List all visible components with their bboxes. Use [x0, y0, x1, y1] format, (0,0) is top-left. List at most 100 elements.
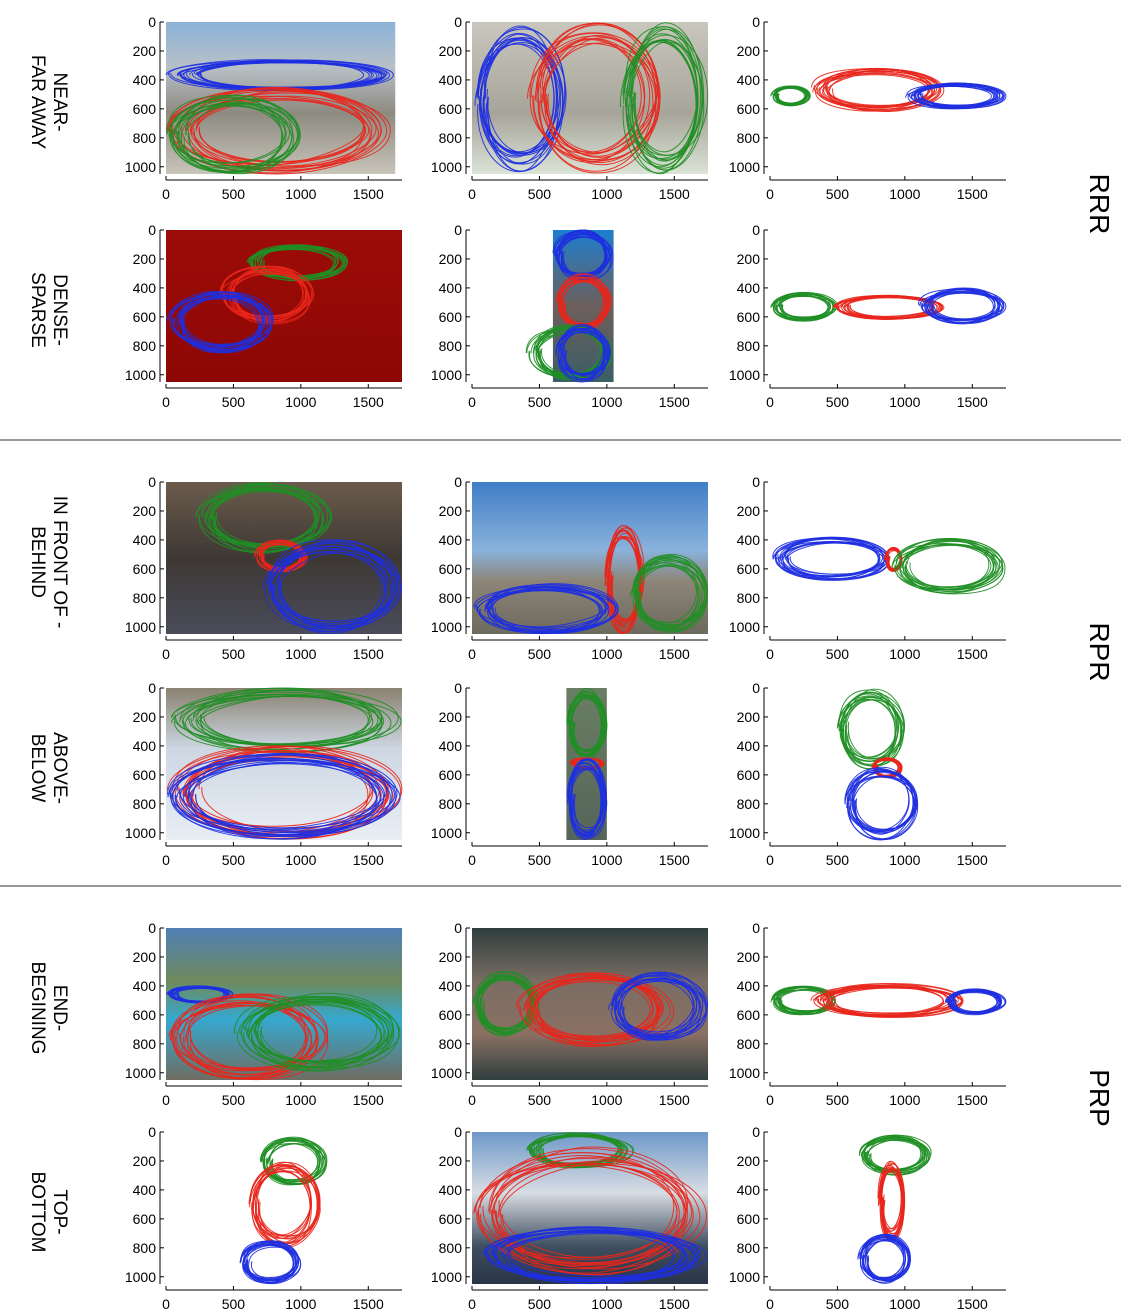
trace-path: [488, 1148, 689, 1275]
trace-path: [184, 102, 301, 168]
trace-path: [482, 38, 559, 172]
panel-r3-c3: 0 200 400 600 800 1000 0 500 1000 1500: [729, 474, 1006, 662]
x-tick-label: 1000: [889, 394, 920, 410]
trace-path: [275, 545, 386, 634]
x-tick-label: 0: [468, 394, 476, 410]
y-tick-label: 800: [737, 130, 761, 146]
trace-path: [636, 565, 701, 627]
trace-group-blue: [917, 287, 1007, 325]
axes: 0 200 400 600 800 1000 0 500 1000 1500: [125, 1124, 402, 1311]
y-tick-label: 0: [454, 1124, 462, 1140]
y-tick-label: 800: [439, 130, 463, 146]
panel-r2-c1: 0 200 400 600 800 1000 0 500 1000 1500: [125, 222, 402, 410]
trace-path: [248, 1003, 383, 1071]
axes: 0 200 400 600 800 1000 0 500 1000 1500: [729, 1124, 1006, 1311]
trace-path: [213, 483, 320, 545]
y-tick-label: 400: [737, 1182, 761, 1198]
y-tick-label: 800: [439, 590, 463, 606]
y-tick-label: 1000: [729, 367, 760, 383]
trace-path: [232, 270, 305, 320]
trace-path: [169, 1001, 307, 1079]
trace-path: [483, 28, 566, 154]
trace-group-green: [770, 85, 811, 107]
y-tick-label: 200: [439, 949, 463, 965]
x-tick-label: 0: [766, 186, 774, 202]
x-tick-label: 1000: [591, 852, 622, 868]
x-tick-label: 1500: [957, 646, 988, 662]
panel-r4-c3: 0 200 400 600 800 1000 0 500 1000 1500: [729, 680, 1006, 868]
y-tick-label: 1000: [125, 159, 156, 175]
trace-path: [171, 693, 382, 753]
trace-path: [248, 1164, 318, 1245]
trace-group-blue: [844, 766, 919, 841]
trace-path: [166, 94, 299, 174]
trace-path: [186, 993, 328, 1071]
y-tick-label: 400: [133, 532, 157, 548]
trace-path: [172, 759, 385, 835]
trace-group-blue: [607, 971, 709, 1041]
y-tick-label: 200: [133, 709, 157, 725]
trace-path: [535, 22, 657, 174]
trace-path: [210, 487, 316, 546]
y-tick-label: 0: [148, 14, 156, 30]
y-tick-label: 800: [439, 1036, 463, 1052]
panel-background-image: [472, 22, 708, 174]
x-tick-label: 1000: [591, 646, 622, 662]
trace-group-blue: [473, 583, 619, 635]
x-tick-label: 0: [468, 646, 476, 662]
trace-path: [777, 292, 834, 322]
x-tick-label: 1500: [353, 1092, 384, 1108]
trace-group-red: [515, 972, 675, 1047]
trace-path: [195, 482, 323, 553]
y-tick-label: 200: [439, 251, 463, 267]
trace-path: [555, 325, 607, 381]
y-tick-label: 200: [439, 43, 463, 59]
axes: 0 200 400 600 800 1000 0 500 1000 1500: [125, 920, 402, 1108]
panel-r6-c1: 0 200 400 600 800 1000 0 500 1000 1500: [125, 1124, 402, 1311]
trace-path: [568, 765, 602, 837]
x-tick-label: 0: [766, 394, 774, 410]
x-tick-label: 1000: [285, 394, 316, 410]
axes: 0 200 400 600 800 1000 0 500 1000 1500: [125, 474, 402, 662]
x-tick-label: 0: [766, 1092, 774, 1108]
y-tick-label: 0: [454, 920, 462, 936]
trace-path: [902, 544, 992, 588]
trace-path: [900, 544, 1004, 593]
x-tick-label: 0: [162, 852, 170, 868]
trace-path: [825, 71, 933, 112]
trace-path: [256, 1165, 320, 1243]
x-tick-label: 1000: [591, 1296, 622, 1311]
trace-path: [891, 542, 997, 592]
trace-group-blue: [772, 536, 890, 581]
trace-path: [850, 770, 915, 834]
trace-path: [233, 995, 392, 1072]
trace-path: [492, 1156, 685, 1268]
trace-path: [606, 525, 641, 632]
y-tick-label: 200: [439, 1153, 463, 1169]
y-tick-label: 0: [148, 222, 156, 238]
y-tick-label: 600: [133, 101, 157, 117]
trace-group-green: [619, 22, 709, 175]
trace-group-blue: [165, 985, 234, 1004]
row-label-line: BELOW: [27, 734, 48, 803]
trace-path: [209, 486, 333, 548]
y-tick-label: 400: [439, 532, 463, 548]
y-tick-label: 800: [737, 1240, 761, 1256]
y-tick-label: 0: [454, 474, 462, 490]
x-tick-label: 1000: [285, 852, 316, 868]
trace-group-red: [168, 993, 329, 1081]
y-tick-label: 400: [737, 978, 761, 994]
trace-path: [192, 690, 383, 745]
group-separators: [0, 439, 1121, 887]
trace-path: [238, 998, 401, 1068]
trace-path: [476, 589, 604, 634]
row-label: ABOVE-BELOW: [27, 732, 70, 804]
trace-group-red: [248, 1161, 321, 1248]
trace-group-green: [566, 687, 608, 761]
trace-path: [175, 751, 373, 827]
trace-group-blue: [165, 59, 394, 91]
trace-group-blue: [857, 1233, 911, 1284]
trace-path: [862, 1138, 923, 1170]
trace-path: [845, 767, 910, 832]
